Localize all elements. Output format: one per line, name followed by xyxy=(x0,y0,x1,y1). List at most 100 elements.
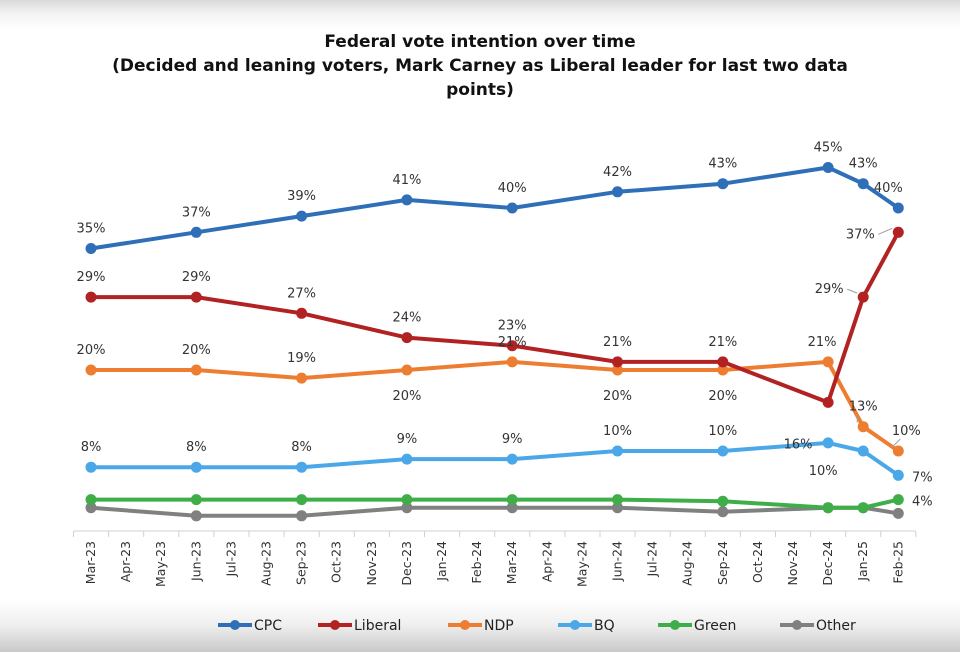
data-point-green xyxy=(401,494,413,506)
data-label-ndp: 20% xyxy=(77,343,106,358)
data-label-ndp: 19% xyxy=(287,351,316,366)
data-point-bq xyxy=(717,445,729,457)
data-point-ndp xyxy=(401,364,413,376)
x-tick-label: Mar-24 xyxy=(504,541,519,584)
series-line-other xyxy=(89,505,901,518)
data-label-liberal: 16% xyxy=(784,437,813,452)
data-point-green xyxy=(717,495,729,507)
data-point-cpc xyxy=(401,194,413,206)
data-point-liberal xyxy=(892,226,904,238)
x-tick-label: Feb-24 xyxy=(469,541,484,584)
data-point-liberal xyxy=(296,307,308,319)
x-tick-label: Jul-23 xyxy=(223,541,238,578)
legend-swatch-marker-bq xyxy=(570,620,580,630)
data-point-ndp xyxy=(506,356,518,368)
x-tick-label: Jun-23 xyxy=(188,541,203,582)
data-point-bq xyxy=(85,461,97,473)
legend-swatch-marker-ndp xyxy=(460,620,470,630)
data-point-cpc xyxy=(506,202,518,214)
x-tick-label: Mar-23 xyxy=(83,541,98,584)
label-leader-liberal xyxy=(847,288,858,294)
legend-label-cpc: CPC xyxy=(254,618,282,634)
data-point-green xyxy=(85,494,97,506)
data-point-ndp xyxy=(296,372,308,384)
data-point-liberal xyxy=(822,396,834,408)
chart-title: Federal vote intention over time xyxy=(324,32,636,52)
data-label-cpc: 35% xyxy=(77,222,106,237)
data-label-ndp: 21% xyxy=(808,335,837,350)
data-label-liberal: 21% xyxy=(603,335,632,350)
legend-label-liberal: Liberal xyxy=(354,618,401,634)
data-label-ndp: 20% xyxy=(603,389,632,404)
legend-label-green: Green xyxy=(694,618,736,634)
data-point-cpc xyxy=(296,210,308,222)
data-label-cpc: 45% xyxy=(814,141,843,156)
data-label-liberal: 29% xyxy=(182,270,211,285)
data-point-cpc xyxy=(822,162,834,173)
data-point-other xyxy=(717,506,729,518)
data-point-other xyxy=(296,510,308,522)
x-tick-label: Oct-24 xyxy=(750,541,765,583)
data-label-liberal: 37% xyxy=(846,227,875,242)
data-label-bq: 9% xyxy=(502,432,523,447)
data-label-ndp: 13% xyxy=(849,400,878,415)
data-point-bq xyxy=(892,469,904,481)
label-leader-ndp xyxy=(891,438,901,448)
data-point-bq xyxy=(190,461,202,473)
label-leader-liberal xyxy=(878,227,893,235)
data-label-bq: 8% xyxy=(81,440,102,455)
data-point-cpc xyxy=(85,243,97,254)
data-point-cpc xyxy=(612,186,623,198)
x-tick-label: Oct-23 xyxy=(329,541,344,583)
data-point-bq xyxy=(296,461,308,473)
data-point-green xyxy=(892,494,904,506)
data-label-cpc: 37% xyxy=(182,205,211,220)
data-label-cpc: 39% xyxy=(287,189,316,204)
data-point-other xyxy=(190,510,202,522)
data-label-bq: 10% xyxy=(603,424,632,439)
x-tick-label: Feb-25 xyxy=(890,541,905,584)
data-point-green xyxy=(857,502,869,514)
data-label-cpc: 40% xyxy=(874,181,903,196)
x-tick-label: May-23 xyxy=(153,541,168,587)
data-point-other xyxy=(506,502,518,514)
legend-label-ndp: NDP xyxy=(484,618,514,634)
data-point-ndp xyxy=(85,364,97,376)
data-point-other xyxy=(401,502,413,514)
x-tick-label: Nov-23 xyxy=(364,541,379,585)
data-label-ndp: 20% xyxy=(392,389,421,404)
data-label-ndp: 20% xyxy=(182,343,211,358)
x-tick-label: Nov-24 xyxy=(785,541,800,586)
data-point-cpc xyxy=(190,226,202,238)
data-point-liberal xyxy=(506,340,518,352)
data-label-bq: 8% xyxy=(186,440,207,455)
series-line-ndp xyxy=(89,359,901,453)
data-label-liberal: 29% xyxy=(815,282,844,297)
x-tick-label: May-24 xyxy=(574,541,589,587)
x-tick-label: Aug-24 xyxy=(680,541,695,586)
data-label-liberal: 24% xyxy=(392,311,421,326)
x-tick-label: Aug-23 xyxy=(259,541,274,586)
x-tick-label: Sep-24 xyxy=(715,541,730,585)
x-tick-label: Apr-23 xyxy=(118,541,133,582)
data-label-cpc: 42% xyxy=(603,165,632,180)
x-tick-label: Apr-24 xyxy=(539,541,554,582)
data-point-green xyxy=(612,494,623,506)
data-point-bq xyxy=(506,453,518,465)
data-label-ndp: 20% xyxy=(708,389,737,404)
data-label-liberal: 21% xyxy=(708,335,737,350)
data-point-ndp xyxy=(892,445,904,457)
data-point-green xyxy=(296,494,308,506)
data-label-ndp: 21% xyxy=(498,335,527,350)
data-point-ndp xyxy=(857,421,869,433)
data-label-bq: 8% xyxy=(291,440,312,455)
series-line-liberal xyxy=(89,230,901,405)
data-point-bq xyxy=(612,445,623,457)
legend-label-other: Other xyxy=(816,618,856,634)
data-label-ndp: 10% xyxy=(892,424,921,439)
data-point-ndp xyxy=(612,364,623,376)
legend-label-bq: BQ xyxy=(594,618,615,634)
data-point-cpc xyxy=(717,178,729,190)
x-tick-label: Jan-25 xyxy=(855,541,870,582)
